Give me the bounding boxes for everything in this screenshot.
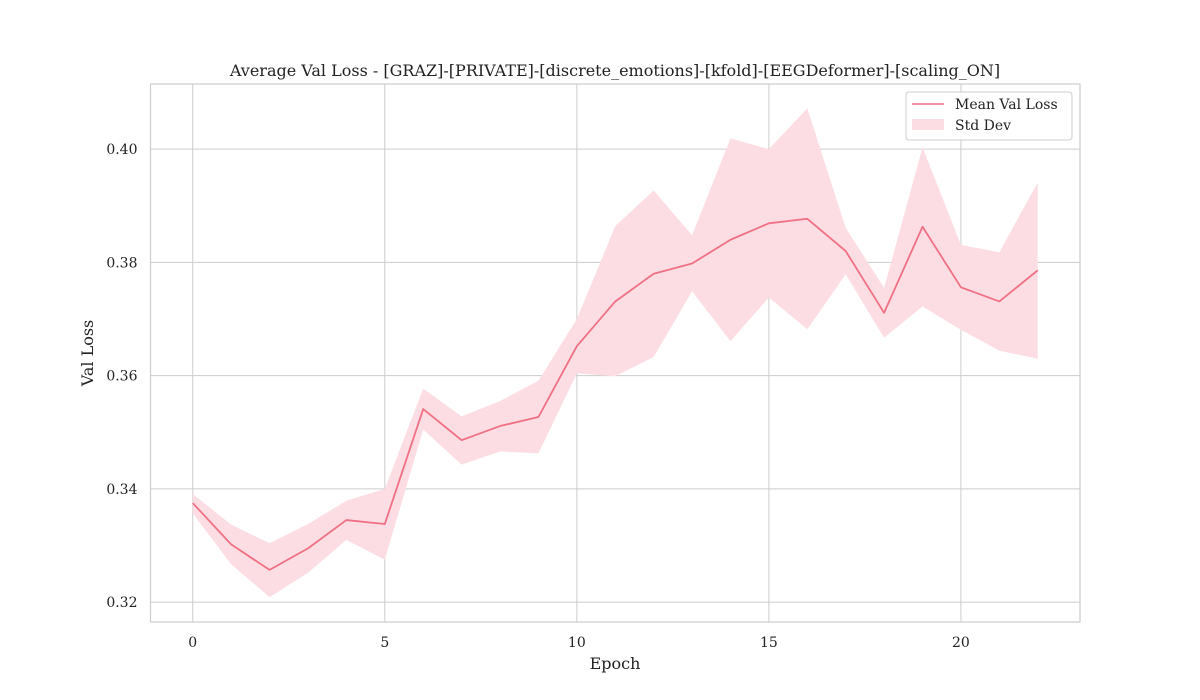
- x-tick-label: 20: [952, 635, 970, 651]
- mean-val-loss-line: [192, 217, 1039, 571]
- legend: Mean Val Loss Std Dev: [905, 91, 1073, 141]
- tick-layer: 0 5 10 15 20 0.32 0.34 0.36 0.38 0.40: [106, 142, 970, 651]
- y-tick-label: 0.36: [106, 369, 137, 385]
- legend-band-swatch: [912, 119, 944, 130]
- plot-frame: [149, 83, 1081, 623]
- line-layer: [192, 217, 1039, 571]
- y-axis-label: Val Loss: [78, 320, 97, 388]
- band-layer: [192, 108, 1038, 598]
- y-tick-label: 0.38: [106, 255, 137, 271]
- x-tick-label: 15: [760, 635, 778, 651]
- x-axis-label: Epoch: [590, 654, 641, 673]
- legend-label-std: Std Dev: [955, 118, 1011, 134]
- x-tick-label: 0: [188, 635, 197, 651]
- legend-label-mean: Mean Val Loss: [955, 97, 1058, 113]
- chart-title: Average Val Loss - [GRAZ]-[PRIVATE]-[dis…: [229, 61, 1000, 80]
- y-tick-label: 0.32: [106, 595, 137, 611]
- y-tick-label: 0.40: [106, 142, 137, 158]
- x-tick-label: 5: [380, 635, 389, 651]
- y-tick-label: 0.34: [106, 482, 137, 498]
- legend-box: [905, 91, 1073, 141]
- x-tick-label: 10: [568, 635, 586, 651]
- std-dev-band: [192, 108, 1038, 598]
